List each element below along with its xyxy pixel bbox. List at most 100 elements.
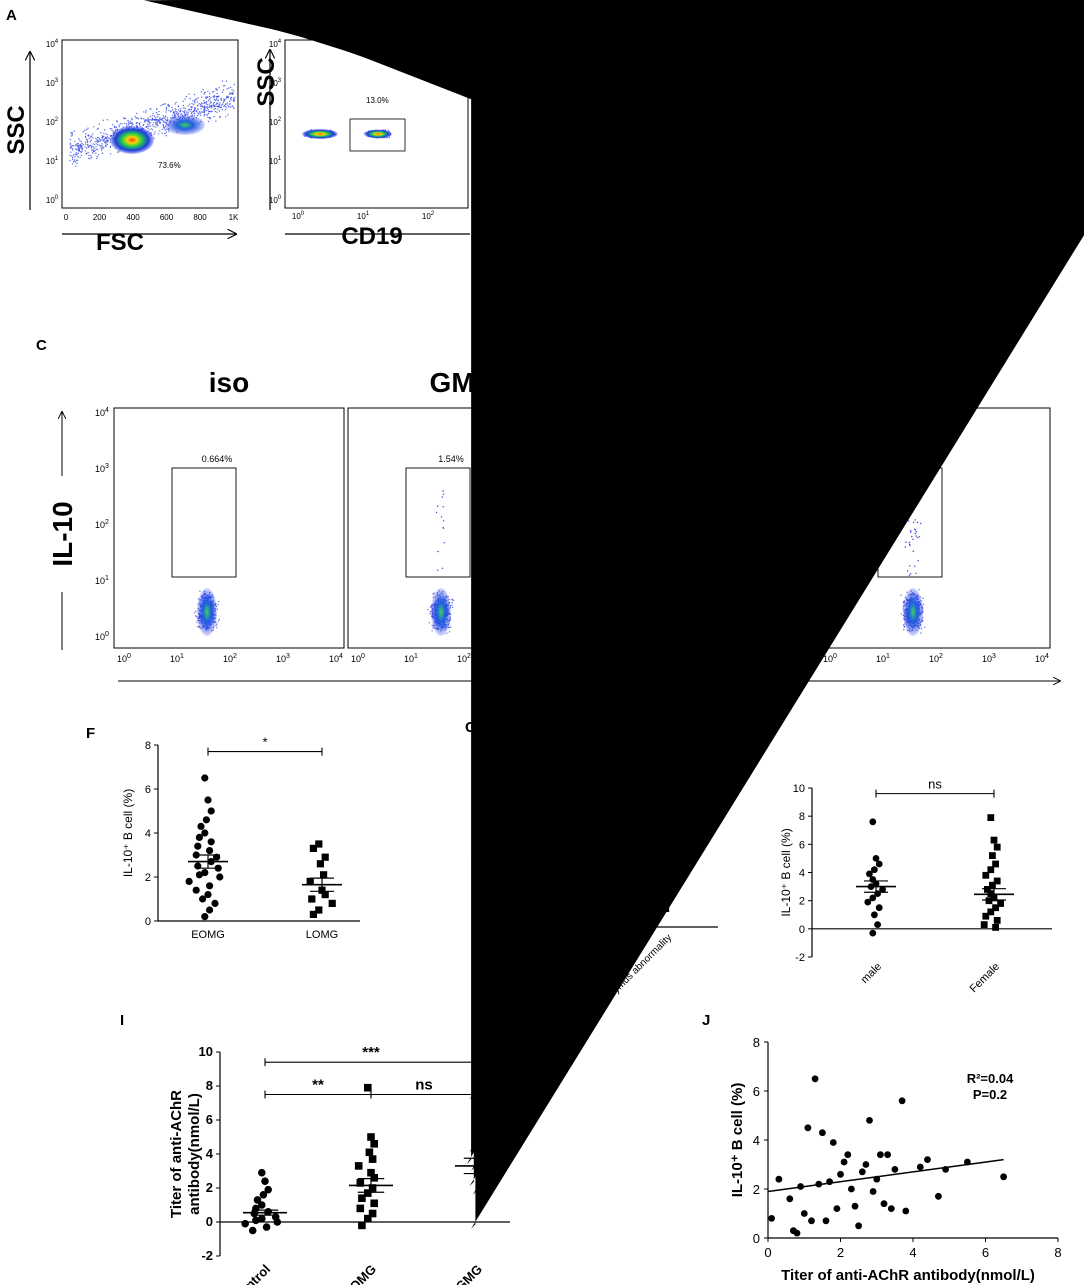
- y-tick-label: 102: [46, 117, 59, 127]
- event-dot: [160, 119, 163, 121]
- event-dot: [71, 133, 73, 135]
- event-dot: [188, 108, 190, 110]
- event-dot: [107, 134, 109, 136]
- event-dot: [203, 101, 206, 104]
- event-dot: [213, 115, 215, 118]
- event-dot: [207, 120, 210, 123]
- y-axis-label: SSC: [253, 57, 280, 106]
- data-point: [844, 1151, 852, 1159]
- event-dot: [217, 604, 219, 606]
- event-dot: [148, 123, 150, 126]
- event-dot: [218, 87, 220, 89]
- event-dot: [77, 144, 80, 147]
- event-dot: [920, 632, 922, 634]
- event-dot: [81, 144, 83, 147]
- gated-event-dot: [917, 560, 919, 562]
- event-dot: [70, 135, 73, 137]
- tick-base: 10: [876, 654, 886, 664]
- category-label: GMG: [453, 1262, 486, 1285]
- event-dot: [233, 99, 236, 101]
- data-point: [993, 877, 1001, 885]
- event-dot: [228, 105, 230, 108]
- event-dot: [203, 93, 205, 96]
- event-dot: [155, 120, 158, 122]
- data-point: [367, 1168, 375, 1177]
- event-dot: [156, 122, 158, 125]
- gated-event-dot: [908, 541, 910, 544]
- event-dot: [91, 152, 94, 154]
- event-dot: [162, 125, 165, 127]
- x-tick-label: 102: [422, 211, 435, 221]
- event-dot: [162, 120, 164, 122]
- event-dot: [105, 142, 107, 144]
- event-dot: [93, 143, 96, 146]
- event-dot: [111, 124, 114, 126]
- event-dot: [194, 109, 196, 112]
- event-dot: [922, 597, 924, 599]
- data-point: [258, 1214, 266, 1223]
- tick-exponent: 3: [278, 78, 282, 84]
- gate-percent: 1.54%: [438, 454, 464, 464]
- event-dot: [213, 94, 216, 97]
- tick-base: 10: [46, 79, 55, 88]
- event-dot: [215, 98, 218, 101]
- event-dot: [156, 108, 158, 110]
- event-dot: [165, 135, 167, 137]
- event-dot: [101, 149, 103, 151]
- x-tick-label: 0: [64, 213, 69, 222]
- group-omg: [349, 1083, 393, 1230]
- tick-base: 10: [292, 212, 301, 221]
- event-dot: [87, 127, 89, 129]
- event-dot: [71, 158, 74, 160]
- gated-event-dot: [443, 542, 445, 544]
- event-dot: [85, 136, 87, 139]
- event-dot: [165, 116, 167, 118]
- gated-event-dot: [916, 521, 919, 524]
- gated-event-dot: [910, 573, 912, 575]
- x-tick-label: 0: [764, 1245, 771, 1260]
- group-gmg: [455, 0, 1084, 1229]
- data-point: [364, 1189, 372, 1197]
- density-hotspot: [197, 588, 217, 636]
- event-dot: [227, 104, 229, 107]
- event-dot: [98, 123, 101, 125]
- event-dot: [223, 104, 226, 107]
- event-dot: [207, 90, 209, 93]
- tick-exponent: 0: [301, 211, 305, 217]
- event-dot: [158, 121, 160, 123]
- event-dot: [210, 105, 212, 107]
- x-tick-label: 800: [193, 213, 207, 222]
- event-dot: [111, 128, 113, 130]
- group-male: [856, 818, 896, 937]
- category-label: OMG: [347, 1262, 380, 1285]
- event-dot: [449, 626, 452, 628]
- event-dot: [157, 124, 159, 127]
- gated-event-dot: [909, 530, 912, 532]
- event-dot: [100, 146, 102, 148]
- event-dot: [90, 146, 92, 149]
- data-point: [252, 1216, 260, 1225]
- event-dot: [174, 114, 176, 116]
- event-dot: [214, 99, 216, 102]
- event-dot: [201, 111, 204, 113]
- x-tick-label: 2: [837, 1245, 844, 1260]
- event-dot: [132, 123, 134, 125]
- event-dot: [104, 136, 107, 139]
- x-tick-label: 102: [223, 653, 237, 664]
- event-dot: [97, 141, 99, 143]
- x-tick-label: 101: [357, 211, 370, 221]
- event-dot: [451, 601, 453, 604]
- event-dot: [74, 159, 76, 161]
- event-dot: [143, 118, 145, 120]
- event-dot: [200, 114, 202, 117]
- event-dot: [149, 116, 151, 118]
- x-axis-label: Titer of anti-AChR antibody(nmol/L): [781, 1267, 1035, 1284]
- event-dot: [215, 88, 217, 90]
- event-dot: [208, 111, 210, 113]
- event-dot: [232, 97, 235, 100]
- tick-base: 10: [1035, 654, 1045, 664]
- event-dot: [70, 146, 72, 148]
- event-dot: [76, 153, 78, 155]
- event-dot: [74, 145, 77, 147]
- tick-exponent: 1: [180, 653, 184, 660]
